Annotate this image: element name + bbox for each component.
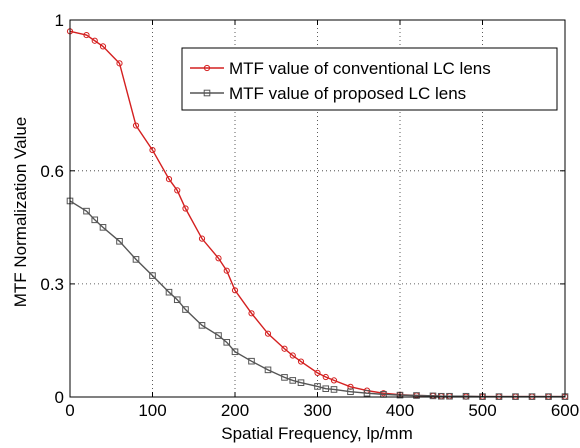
- series-line: [69, 200, 565, 398]
- data-point: [223, 267, 230, 274]
- y-tick-label: 1: [55, 11, 64, 30]
- data-point: [281, 345, 288, 352]
- data-point: [91, 216, 99, 224]
- data-point: [347, 388, 354, 396]
- data-point: [231, 348, 239, 356]
- data-point: [231, 287, 239, 294]
- data-point: [264, 330, 272, 337]
- data-point: [363, 389, 371, 397]
- legend-label: MTF value of conventional LC lens: [229, 59, 491, 78]
- x-tick-label: 600: [551, 401, 579, 420]
- data-point: [281, 374, 288, 381]
- legend-marker: [203, 64, 211, 72]
- y-tick-label: 0.6: [40, 162, 64, 181]
- x-axis-label: Spatial Frequency, lp/mm: [221, 424, 412, 443]
- x-tick-label: 100: [138, 401, 166, 420]
- data-point: [116, 60, 123, 67]
- data-point: [165, 175, 173, 183]
- data-point: [322, 385, 330, 393]
- data-point: [116, 237, 123, 245]
- data-point: [248, 310, 255, 317]
- data-point: [182, 205, 189, 212]
- data-point: [132, 122, 140, 129]
- data-point: [248, 357, 255, 365]
- series-proposed: [66, 197, 569, 400]
- data-point: [429, 392, 437, 400]
- data-point: [174, 187, 181, 194]
- data-point: [289, 377, 297, 384]
- data-point: [91, 37, 98, 44]
- data-point: [322, 373, 329, 381]
- data-point: [99, 43, 107, 50]
- x-tick-label: 300: [303, 401, 331, 420]
- data-point: [149, 146, 156, 154]
- data-point: [297, 379, 305, 386]
- x-tick-label: 200: [221, 401, 249, 420]
- legend-marker: [203, 89, 211, 97]
- data-point: [413, 392, 420, 399]
- data-point: [173, 296, 181, 304]
- data-point: [149, 272, 156, 279]
- data-point: [165, 288, 173, 296]
- data-point: [215, 332, 222, 339]
- data-point: [330, 386, 338, 393]
- data-point: [314, 369, 321, 376]
- data-point: [462, 392, 470, 400]
- data-point: [198, 322, 206, 329]
- data-point: [314, 383, 321, 390]
- legend-box: [181, 47, 558, 111]
- data-point: [83, 207, 90, 215]
- y-axis-label: MTF Normalization Value: [11, 117, 30, 308]
- data-point: [297, 358, 305, 365]
- x-tick-label: 400: [386, 401, 414, 420]
- data-point: [289, 352, 296, 359]
- legend-label: MTF value of proposed LC lens: [229, 84, 466, 103]
- x-tick-label: 0: [65, 401, 74, 420]
- data-point: [182, 306, 189, 313]
- legend: MTF value of conventional LC lens MTF val…: [181, 47, 558, 111]
- data-point: [446, 392, 453, 400]
- tick-layer: 0 100 200 300 400 500 600 0 0.3 0.6 1: [40, 11, 579, 420]
- legend-entry: MTF value of proposed LC lens: [190, 84, 466, 103]
- y-tick-label: 0.3: [40, 275, 64, 294]
- data-point: [83, 31, 90, 39]
- data-point: [215, 255, 222, 262]
- data-point: [132, 256, 140, 263]
- data-point: [264, 366, 272, 374]
- data-point: [99, 224, 107, 231]
- legend-entry: MTF value of conventional LC lens: [190, 59, 491, 78]
- data-point: [223, 339, 231, 346]
- data-point: [198, 235, 206, 242]
- x-tick-label: 500: [468, 401, 496, 420]
- data-point: [330, 377, 338, 384]
- data-point: [437, 392, 445, 400]
- y-tick-label: 0: [55, 388, 64, 407]
